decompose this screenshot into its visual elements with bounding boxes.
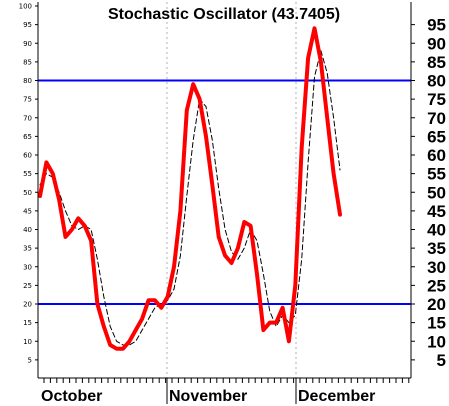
left-tick-label: 85	[23, 58, 32, 66]
reference-lines	[38, 79, 411, 305]
month-label-november: November	[169, 388, 247, 405]
right-tick-label: 55	[427, 165, 446, 184]
month-label-october: October	[41, 388, 102, 405]
left-tick-label: 60	[23, 152, 32, 160]
right-tick-label: 90	[427, 34, 446, 53]
right-tick-label: 60	[427, 146, 446, 165]
right-tick-label: 95	[427, 16, 446, 35]
month-labels: October November December	[41, 388, 375, 405]
right-tick-label: 45	[427, 202, 446, 221]
left-tick-label: 40	[23, 226, 32, 234]
left-tick-label: 90	[23, 40, 32, 48]
left-tick-label: 5	[28, 356, 32, 364]
right-tick-label: 35	[427, 239, 446, 258]
x-axis-ticks	[43, 378, 410, 404]
right-tick-label: 30	[427, 258, 446, 277]
stochastic-k-line	[38, 26, 342, 351]
left-tick-label: 75	[23, 96, 32, 104]
right-tick-label: 80	[427, 72, 446, 91]
left-tick-label: 70	[23, 114, 32, 122]
left-tick-label: 25	[23, 282, 32, 290]
left-tick-label: 65	[23, 133, 32, 141]
left-tick-label: 20	[23, 301, 32, 309]
left-tick-label: 30	[23, 263, 32, 271]
left-tick-label: 15	[23, 319, 32, 327]
left-tick-label: 100	[19, 3, 32, 11]
left-tick-label: 50	[23, 189, 32, 197]
right-tick-label: 40	[427, 221, 446, 240]
right-tick-label: 15	[427, 314, 446, 333]
series-layer	[38, 26, 342, 351]
month-label-december: December	[298, 388, 375, 405]
right-tick-label: 10	[427, 332, 446, 351]
left-tick-label: 45	[23, 207, 32, 215]
right-tick-label: 85	[427, 53, 446, 72]
left-tick-label: 35	[23, 245, 32, 253]
right-tick-label: 50	[427, 183, 446, 202]
right-tick-label: 25	[427, 276, 446, 295]
right-tick-label: 75	[427, 90, 446, 109]
chart-title: Stochastic Oscillator (43.7405)	[108, 6, 340, 23]
right-tick-label: 20	[427, 295, 446, 314]
left-axis-ticks: 5 10 15 20 25 30 35 40 45 50 55 60 65 70 75 80 85 90 95 100	[19, 3, 38, 364]
left-tick-label: 95	[23, 21, 32, 29]
left-tick-label: 55	[23, 170, 32, 178]
right-tick-label: 65	[427, 127, 446, 146]
plot-area	[38, 2, 411, 378]
stochastic-d-line	[39, 50, 341, 346]
left-tick-label: 10	[23, 338, 32, 346]
left-tick-label: 80	[23, 77, 32, 85]
right-tick-label: 70	[427, 109, 446, 128]
right-tick-label: 5	[437, 351, 446, 370]
